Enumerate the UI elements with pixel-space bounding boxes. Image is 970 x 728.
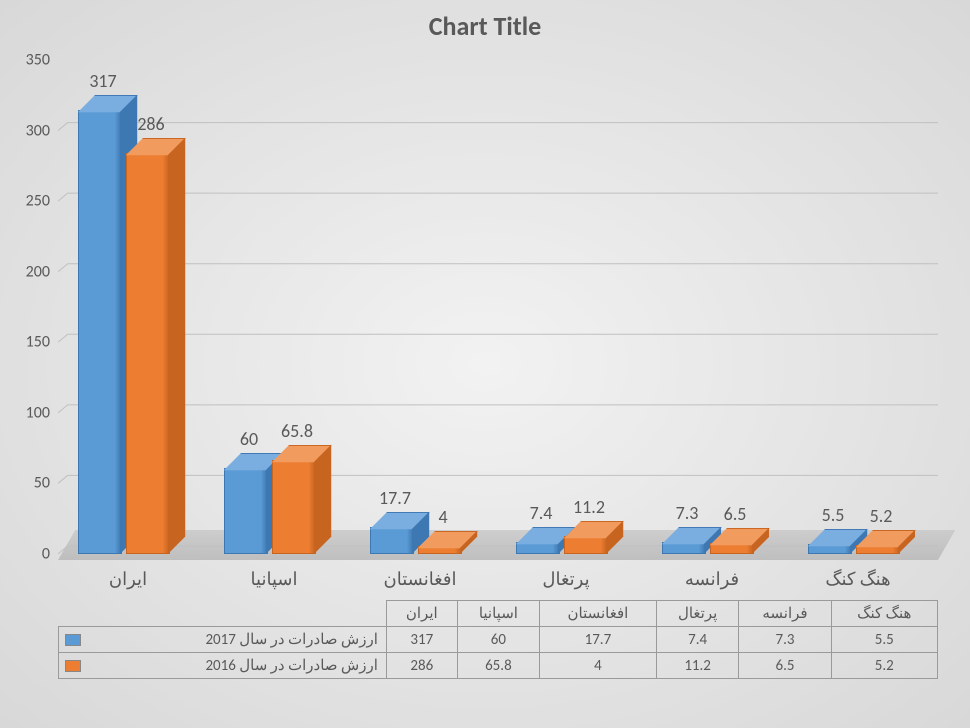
bar [856,547,898,554]
legend-cell: ارزش صادرات در سال 2016 [59,653,387,679]
table-row: ارزش صادرات در سال 2016 28665.8411.26.55.… [59,653,938,679]
x-axis-labels: ایران اسپانیا افغانستان پرتغال فرانسه هنگ کنگ [58,568,938,596]
bar [370,529,412,554]
y-tick: 100 [14,403,50,422]
table-col-header: هنگ کنگ [831,601,938,627]
table-cell: 4 [540,653,657,679]
table-row: ارزش صادرات در سال 2017 3176017.77.47.35.… [59,627,938,653]
y-tick: 250 [14,192,50,211]
legend-cell: ارزش صادرات در سال 2017 [59,627,387,653]
bar [78,112,120,554]
legend-swatch [65,660,81,672]
table-cell: 5.5 [831,627,938,653]
table-cell: 5.2 [831,653,938,679]
table-cell: 65.8 [457,653,539,679]
table-cell: 11.2 [656,653,739,679]
table-header-row: ایراناسپانیاافغانستانپرتغالفرانسههنگ کنگ [59,601,938,627]
legend-swatch [65,634,81,646]
x-category-label: هنگ کنگ [798,568,918,590]
table-cell: 17.7 [540,627,657,653]
value-label: 11.2 [556,496,622,518]
y-axis: 050100150200250300350 [14,60,50,560]
chart-container: Chart Title 050100150200250300350 317286… [0,0,970,728]
table-cell: 6.5 [739,653,831,679]
x-category-label: پرتغال [506,568,626,590]
data-table: ایراناسپانیاافغانستانپرتغالفرانسههنگ کنگ… [58,600,938,679]
value-label: 65.8 [264,420,330,442]
bar [126,155,168,554]
table-col-header: افغانستان [540,601,657,627]
table-col-header: پرتغال [656,601,739,627]
bar [272,462,314,554]
y-tick: 350 [14,51,50,70]
plot-area: 3172866065.817.747.411.27.36.55.55.2 [58,60,938,560]
bar [564,538,606,554]
table-cell: 7.4 [656,627,739,653]
x-category-label: اسپانیا [214,568,334,590]
table-col-header: اسپانیا [457,601,539,627]
x-category-label: افغانستان [360,568,480,590]
value-label: 6.5 [702,503,768,525]
table-cell: 317 [386,627,457,653]
bar [662,544,704,554]
y-tick: 200 [14,262,50,281]
chart-title: Chart Title [0,10,970,42]
bars-layer: 3172866065.817.747.411.27.36.55.55.2 [58,60,938,560]
x-category-label: ایران [68,568,188,590]
value-label: 4 [410,506,476,528]
bar [808,546,850,554]
table-corner-cell [59,601,387,627]
table-cell: 286 [386,653,457,679]
table-cell: 60 [457,627,539,653]
y-tick: 0 [14,545,50,564]
table-body: ارزش صادرات در سال 2017 3176017.77.47.35.… [59,627,938,679]
value-label: 317 [70,70,136,92]
bar [418,548,460,554]
bar [710,545,752,554]
x-category-label: فرانسه [652,568,772,590]
value-label: 286 [118,113,184,135]
y-tick: 300 [14,121,50,140]
table-col-header: ایران [386,601,457,627]
table-cell: 7.3 [739,627,831,653]
value-label: 5.2 [848,505,914,527]
y-tick: 50 [14,474,50,493]
bar [224,470,266,554]
legend-label: ارزش صادرات در سال 2016 [205,657,377,675]
legend-label: ارزش صادرات در سال 2017 [205,631,377,649]
bar [516,544,558,554]
table-col-header: فرانسه [739,601,831,627]
y-tick: 150 [14,333,50,352]
